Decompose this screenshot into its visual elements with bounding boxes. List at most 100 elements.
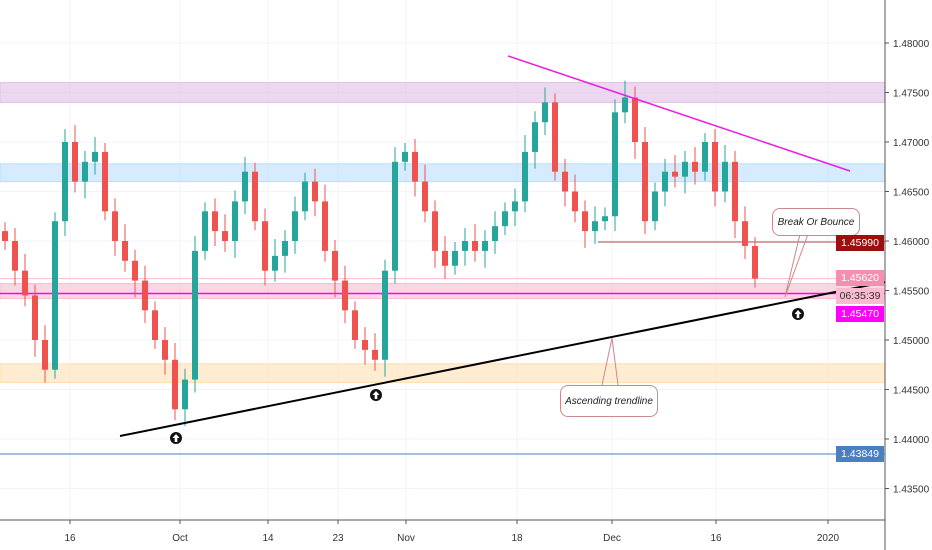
candle-body <box>652 191 658 222</box>
candle-body <box>242 171 248 202</box>
candle <box>502 202 508 236</box>
candle <box>112 198 118 256</box>
price-label-last: 1.45620 <box>836 270 884 286</box>
candle <box>702 133 708 181</box>
candle <box>552 93 558 181</box>
arrow-shape <box>372 391 380 399</box>
candle-body <box>82 161 88 182</box>
candle <box>622 80 628 124</box>
candle-body <box>272 255 278 271</box>
candle-body <box>692 161 698 172</box>
candle-body <box>622 97 628 113</box>
candle-body <box>412 151 418 182</box>
candle <box>432 200 438 268</box>
candle-body <box>742 221 748 246</box>
candle-body <box>332 250 338 281</box>
candle <box>712 129 718 207</box>
candle-body <box>572 191 578 212</box>
candle <box>482 230 488 268</box>
candle <box>592 206 598 244</box>
candle <box>242 156 248 215</box>
candle-body <box>522 151 528 202</box>
candle <box>252 162 258 231</box>
candle <box>422 164 428 223</box>
candle <box>472 224 478 262</box>
candle <box>12 228 18 286</box>
candle <box>152 301 158 349</box>
candle-body <box>392 161 398 271</box>
candle <box>212 198 218 246</box>
candle-body <box>102 151 108 212</box>
candle <box>542 87 548 136</box>
candle-body <box>162 340 168 360</box>
candle-body <box>482 241 488 251</box>
candle-body <box>432 211 438 251</box>
candle-body <box>542 102 548 123</box>
candle <box>202 202 208 260</box>
candle <box>182 368 188 427</box>
candle <box>192 236 198 393</box>
candle <box>282 230 288 273</box>
candle-body <box>602 216 608 222</box>
candle <box>142 265 148 324</box>
candle-body <box>472 241 478 251</box>
candle <box>652 182 658 231</box>
candle-body <box>232 201 238 241</box>
candle <box>42 325 48 383</box>
candle <box>382 259 388 377</box>
candle-body <box>252 171 258 222</box>
candle <box>262 208 268 286</box>
candle <box>52 212 58 379</box>
candle-body <box>662 171 668 192</box>
candle <box>302 172 308 221</box>
candle-body <box>702 142 708 172</box>
callout-text: Break Or Bounce <box>777 216 855 228</box>
candle <box>532 111 538 169</box>
y-tick-label: 1.44500 <box>893 386 930 397</box>
candle <box>492 211 498 254</box>
candle <box>342 265 348 324</box>
x-tick-label: 18 <box>511 533 523 544</box>
candle-body <box>342 280 348 311</box>
candle <box>332 240 338 298</box>
callout-text: Ascending trendline <box>565 395 653 407</box>
callout-pointer <box>784 233 809 298</box>
x-tick-label: Nov <box>397 533 415 544</box>
candle-body <box>402 151 408 162</box>
candle-body <box>642 142 648 222</box>
callout-break-or-bounce: Break Or Bounce <box>772 208 860 236</box>
y-tick-label: 1.46500 <box>893 188 930 199</box>
candle-body <box>422 181 428 212</box>
zone-upper <box>0 163 886 183</box>
candle <box>582 200 588 248</box>
candle <box>612 99 618 232</box>
candle <box>372 333 378 371</box>
candle <box>402 142 408 171</box>
y-tick-label: 1.46000 <box>893 237 930 248</box>
candle <box>732 150 738 239</box>
candle <box>72 125 78 193</box>
x-tick-label: 16 <box>710 533 722 544</box>
candle-body <box>322 201 328 251</box>
y-tick-label: 1.47000 <box>893 138 930 149</box>
callout-pointer <box>601 337 619 386</box>
y-tick-label: 1.44000 <box>893 435 930 446</box>
arrow-shape <box>172 434 180 442</box>
candle-body <box>22 270 28 296</box>
candle <box>122 224 128 272</box>
candle-body <box>592 221 598 232</box>
candle-body <box>62 142 68 222</box>
candle-body <box>92 151 98 162</box>
candle-body <box>122 241 128 261</box>
candle <box>32 284 38 357</box>
candle-body <box>462 241 468 251</box>
candle <box>662 158 668 207</box>
candle-body <box>152 310 158 340</box>
candle <box>82 150 88 199</box>
candle-body <box>302 181 308 212</box>
candle <box>272 239 278 282</box>
candle-body <box>72 142 78 182</box>
x-tick-label: 14 <box>262 533 274 544</box>
